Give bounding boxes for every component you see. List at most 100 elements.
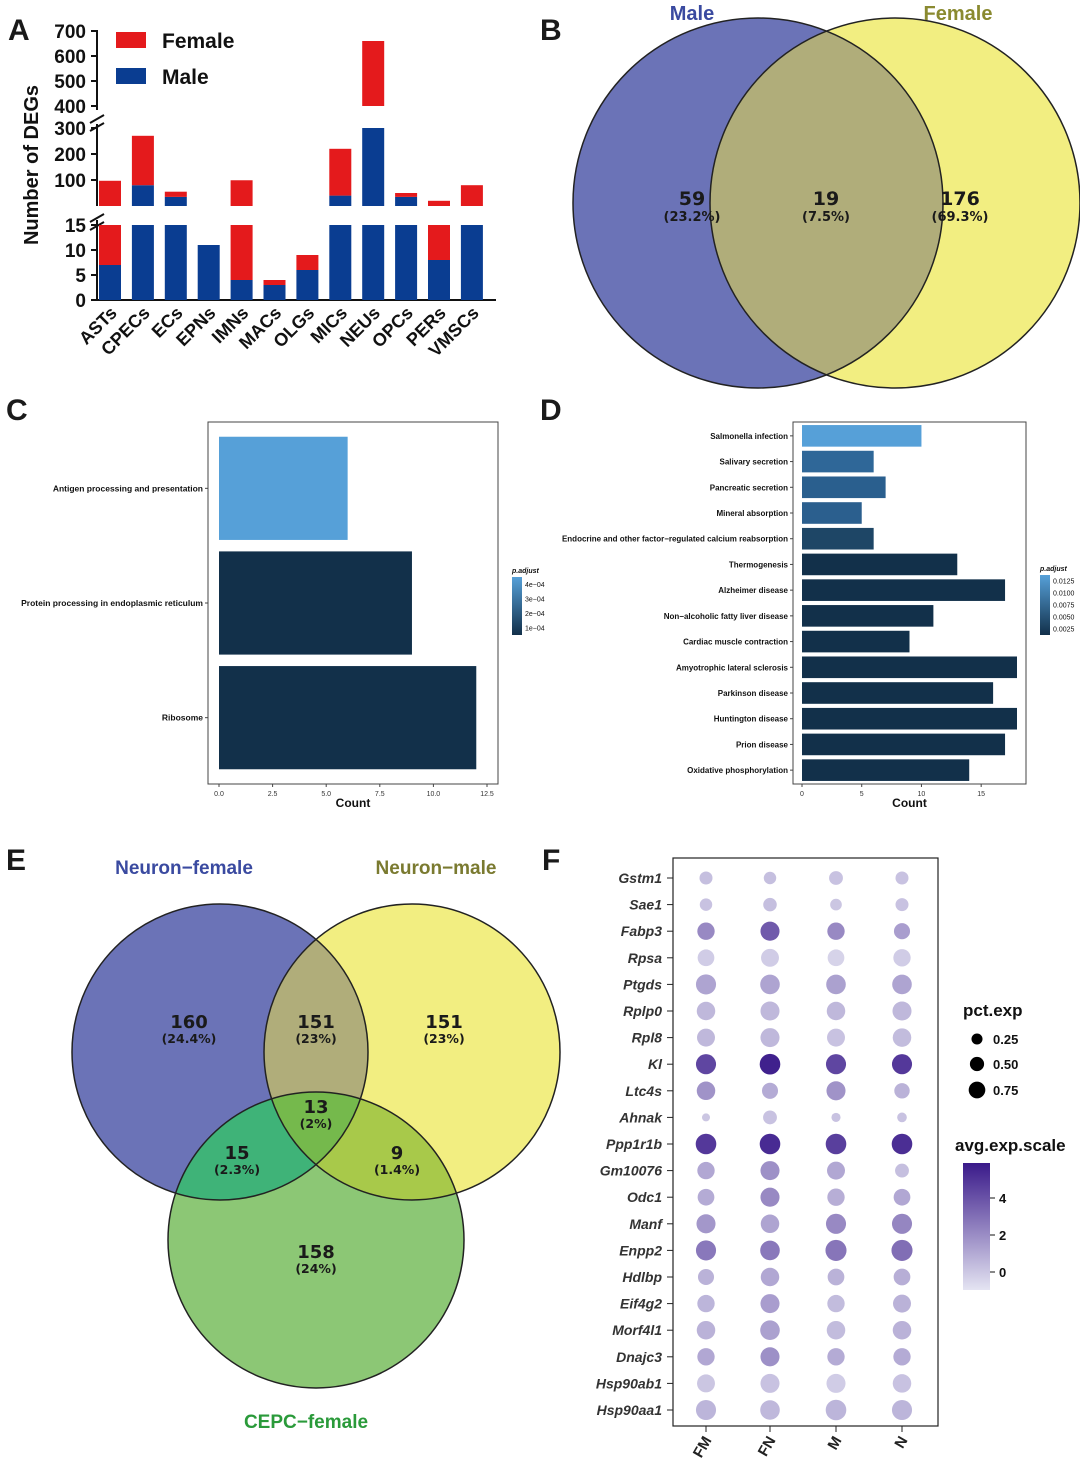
gene-label: Gstm1 (618, 870, 662, 886)
dot-Dnajc3-FM (697, 1348, 715, 1366)
x-tick-label: 0 (800, 791, 804, 798)
dot-Ahnak-FM (701, 1113, 711, 1122)
gene-label: Rpl8 (632, 1030, 663, 1046)
size-legend-dot (968, 1081, 986, 1099)
panel-label-4: E (6, 844, 26, 877)
dot-Rplp0-FN (760, 1001, 780, 1021)
dot-Ptgds-M (826, 974, 846, 995)
dot-Fabp3-FM (697, 922, 715, 940)
venn-outline-female (709, 17, 1080, 389)
y-axis-label: Number of DEGs (21, 85, 43, 245)
dot-Ahnak-M (831, 1112, 841, 1122)
dot-Enpp2-M (825, 1239, 847, 1261)
dot-Rplp0-M (826, 1001, 846, 1021)
dot-Hsp90aa1-N (891, 1399, 913, 1421)
bar-female-PERs (428, 225, 450, 260)
group-label: FN (755, 1434, 780, 1460)
dot-Eif4g2-FM (697, 1294, 715, 1313)
panel-f-dot-plot: Gstm1 Sae1 Fabp3 Rpsa Ptgds Rplp0 Rpl8 Kl Ltc4s A… (596, 857, 1066, 1461)
x-tick-label: 12.5 (480, 791, 494, 798)
venn-set-label-cepc-female: CEPC−female (244, 1412, 368, 1433)
bar-female-upper-IMNs (230, 180, 253, 206)
venn-overlap-region (710, 18, 943, 388)
venn-region-percent: (24.4%) (162, 1031, 217, 1046)
dot-Kl-N (891, 1054, 913, 1075)
dot-Manf-N (891, 1213, 913, 1234)
dot-Gm10076-M (827, 1161, 845, 1180)
bar-male-upper-MICs (329, 195, 352, 206)
dot-Manf-FM (696, 1214, 716, 1234)
dot-Ptgds-FN (760, 974, 780, 995)
x-tick-label: 10.0 (427, 791, 441, 798)
venn-region-percent: (23%) (423, 1031, 464, 1046)
dot-Sae1-FM (699, 898, 713, 911)
legend-swatch-female (116, 32, 146, 48)
dot-Kl-FN (759, 1053, 781, 1075)
dot-Ppp1r1b-FN (759, 1133, 781, 1155)
panel-label-5: F (542, 844, 560, 877)
venn-set-label-male: Male (670, 3, 714, 25)
color-legend-tick-label: 4 (999, 1191, 1007, 1206)
gene-label: Eif4g2 (620, 1296, 662, 1312)
bar-female-upper-CPECs (131, 135, 154, 186)
category-label: Ribosome (162, 713, 203, 723)
venn-region-percent: (23%) (295, 1031, 336, 1046)
venn-region-percent: (7.5%) (802, 210, 850, 225)
dot-Ahnak-N (897, 1112, 907, 1123)
dot-Eif4g2-N (893, 1294, 911, 1313)
bar-9 (802, 656, 1017, 679)
legend-tick-label: 2e−04 (525, 611, 545, 618)
bar-male-MACs (263, 285, 286, 300)
venn-outline-2 (167, 1091, 465, 1389)
x-tick-label: 15 (977, 791, 985, 798)
bar-male-upper-CPECs (131, 185, 154, 206)
bar-female-IMNs (230, 225, 253, 280)
bar-10 (802, 682, 994, 704)
bar-male-MICs (329, 225, 352, 300)
category-label: Pancreatic secretion (710, 483, 788, 492)
category-label: Salivary secretion (720, 458, 789, 467)
x-tick-label: 2.5 (268, 791, 278, 798)
size-legend-label: 0.50 (993, 1057, 1018, 1072)
bar-2 (219, 666, 477, 770)
color-legend-bar (963, 1163, 990, 1290)
dot-Hdlbp-M (827, 1268, 845, 1286)
legend-tick-label: 0.0050 (1053, 615, 1075, 622)
dot-Rpsa-FN (761, 948, 779, 967)
dot-Enpp2-N (891, 1239, 913, 1261)
size-legend-label: 0.75 (993, 1083, 1018, 1098)
group-label: M (824, 1434, 845, 1453)
plot-frame (792, 421, 1027, 785)
dot-Enpp2-FN (760, 1240, 780, 1261)
venn-region-count: 160 (170, 1012, 208, 1033)
panel-label-0: A (8, 14, 30, 47)
dot-Rpsa-FM (697, 949, 715, 967)
category-label: Cardiac muscle contraction (683, 638, 788, 647)
gene-label: Hsp90aa1 (597, 1402, 663, 1418)
dot-Ltc4s-M (826, 1081, 846, 1101)
gene-label: Ahnak (618, 1109, 663, 1125)
venn-region-count: 19 (813, 188, 839, 210)
bar-3 (802, 502, 862, 524)
x-tick-label: 5 (860, 791, 864, 798)
dot-Hsp90ab1-FM (697, 1374, 715, 1393)
dot-Hsp90ab1-M (826, 1373, 846, 1393)
category-label: Protein processing in endoplasmic reticu… (21, 598, 203, 608)
venn-region-count: 151 (425, 1012, 463, 1033)
dot-Ppp1r1b-FM (695, 1133, 717, 1155)
dot-Odc1-M (827, 1188, 845, 1206)
dot-Rpl8-FM (697, 1028, 715, 1047)
dot-Morf4l1-FM (696, 1320, 716, 1340)
dot-Hsp90aa1-FN (760, 1400, 780, 1420)
size-legend-title: pct.exp (963, 1001, 1023, 1020)
size-legend-label: 0.25 (993, 1032, 1018, 1047)
venn-region-percent: (2%) (300, 1116, 333, 1131)
bar-female-upper-VMSCs (460, 185, 483, 206)
venn-set-label-female: Female (924, 3, 993, 25)
group-label: FM (690, 1434, 716, 1461)
dot-Enpp2-FM (695, 1240, 717, 1261)
category-label: Salmonella infection (710, 432, 788, 441)
color-legend-tick-label: 0 (999, 1265, 1006, 1280)
